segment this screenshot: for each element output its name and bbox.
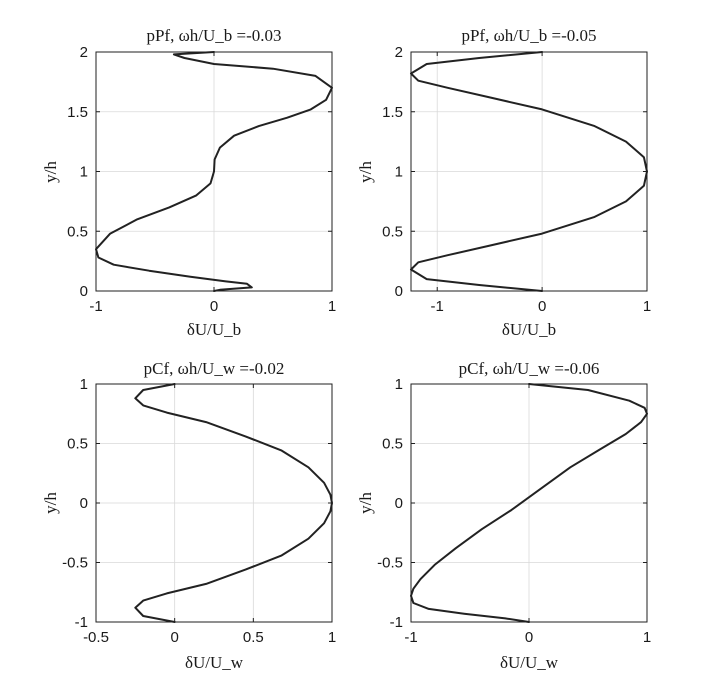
y-tick-label: 0 (80, 495, 88, 512)
panel-title: pCf, ωh/U_w =-0.06 (459, 359, 600, 378)
y-axis-label: y/h (41, 161, 60, 183)
y-axis-label: y/h (356, 492, 375, 514)
axes-frame (95, 383, 333, 623)
y-tick-label: 0 (80, 283, 88, 300)
axes-frame (410, 383, 648, 623)
x-tick-label: -0.5 (83, 629, 109, 646)
x-tick-label: 0 (170, 629, 178, 646)
y-tick-label: -0.5 (62, 555, 88, 572)
y-tick-label: 2 (80, 44, 88, 61)
panel-title: pPf, ωh/U_b =-0.03 (146, 26, 281, 45)
y-tick-label: -1 (390, 614, 403, 631)
x-tick-label: 0 (210, 298, 218, 315)
y-tick-label: -0.5 (377, 555, 403, 572)
y-tick-label: 0 (395, 495, 403, 512)
y-tick-label: 2 (395, 44, 403, 61)
y-tick-label: 0 (395, 283, 403, 300)
x-tick-label: 0 (538, 298, 546, 315)
panel-pcf-002: pCf, ωh/U_w =-0.02 y/h δU/U_w -0.5 0 0.5 1 -… (41, 359, 336, 672)
x-axis-label: δU/U_w (185, 653, 244, 672)
y-tick-label: 0.5 (382, 223, 403, 240)
x-tick-label: 1 (328, 298, 336, 315)
y-axis-label: y/h (356, 161, 375, 183)
x-tick-label: 1 (643, 629, 651, 646)
panel-pcf-006: pCf, ωh/U_w =-0.06 y/h δU/U_w -1 0 1 -1 -0.5… (356, 359, 651, 672)
y-tick-label: 1 (395, 164, 403, 181)
axes-frame (410, 51, 648, 292)
x-tick-label: 0 (525, 629, 533, 646)
x-tick-label: -1 (431, 298, 444, 315)
y-tick-label: 0.5 (382, 436, 403, 453)
y-tick-label: 0.5 (67, 436, 88, 453)
x-tick-label: 1 (328, 629, 336, 646)
x-tick-label: -1 (404, 629, 417, 646)
x-tick-label: -1 (89, 298, 102, 315)
y-tick-label: 1.5 (67, 104, 88, 121)
axes-frame (95, 51, 333, 292)
panel-ppf-003: pPf, ωh/U_b =-0.03 y/h δU/U_b -1 0 100.511… (41, 26, 336, 339)
x-axis-label: δU/U_w (500, 653, 559, 672)
y-tick-label: 1.5 (382, 104, 403, 121)
y-axis-label: y/h (41, 492, 60, 514)
y-tick-label: 1 (80, 164, 88, 181)
y-tick-label: 1 (395, 376, 403, 393)
y-tick-label: 0.5 (67, 223, 88, 240)
x-axis-label: δU/U_b (502, 320, 556, 339)
y-tick-label: 1 (80, 376, 88, 393)
x-tick-label: 0.5 (243, 629, 264, 646)
series-line (410, 383, 648, 623)
y-tick-label: -1 (75, 614, 88, 631)
x-axis-label: δU/U_b (187, 320, 241, 339)
x-tick-label: 1 (643, 298, 651, 315)
panel-title: pCf, ωh/U_w =-0.02 (144, 359, 285, 378)
panel-ppf-005: pPf, ωh/U_b =-0.05 y/h δU/U_b -1 0 1 0 0.5 1 1… (356, 26, 651, 339)
panel-title: pPf, ωh/U_b =-0.05 (461, 26, 596, 45)
series-line (95, 51, 333, 292)
